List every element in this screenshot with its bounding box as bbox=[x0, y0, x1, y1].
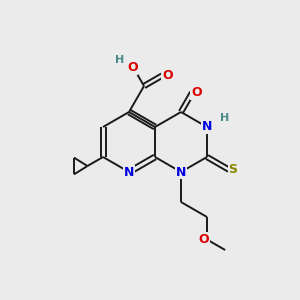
Text: O: O bbox=[162, 69, 172, 82]
Text: H: H bbox=[220, 113, 229, 123]
Text: O: O bbox=[191, 86, 202, 99]
Text: N: N bbox=[202, 121, 212, 134]
Text: N: N bbox=[176, 166, 186, 178]
Text: N: N bbox=[124, 166, 134, 178]
Text: O: O bbox=[199, 233, 209, 246]
Text: S: S bbox=[229, 163, 238, 176]
Text: O: O bbox=[127, 61, 138, 74]
Text: H: H bbox=[115, 55, 124, 64]
